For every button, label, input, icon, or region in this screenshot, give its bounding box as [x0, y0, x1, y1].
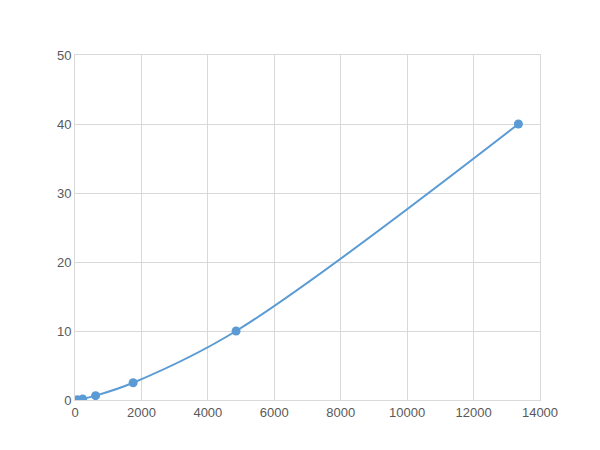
- svg-text:40: 40: [57, 117, 71, 132]
- svg-text:2000: 2000: [127, 405, 156, 420]
- svg-text:8000: 8000: [326, 405, 355, 420]
- svg-text:0: 0: [64, 393, 71, 408]
- svg-text:12000: 12000: [455, 405, 491, 420]
- svg-text:6000: 6000: [260, 405, 289, 420]
- svg-text:20: 20: [57, 255, 71, 270]
- svg-text:30: 30: [57, 186, 71, 201]
- svg-text:14000: 14000: [522, 405, 558, 420]
- svg-text:50: 50: [57, 48, 71, 63]
- svg-text:10000: 10000: [389, 405, 425, 420]
- svg-text:4000: 4000: [193, 405, 222, 420]
- svg-text:0: 0: [71, 405, 78, 420]
- svg-text:10: 10: [57, 324, 71, 339]
